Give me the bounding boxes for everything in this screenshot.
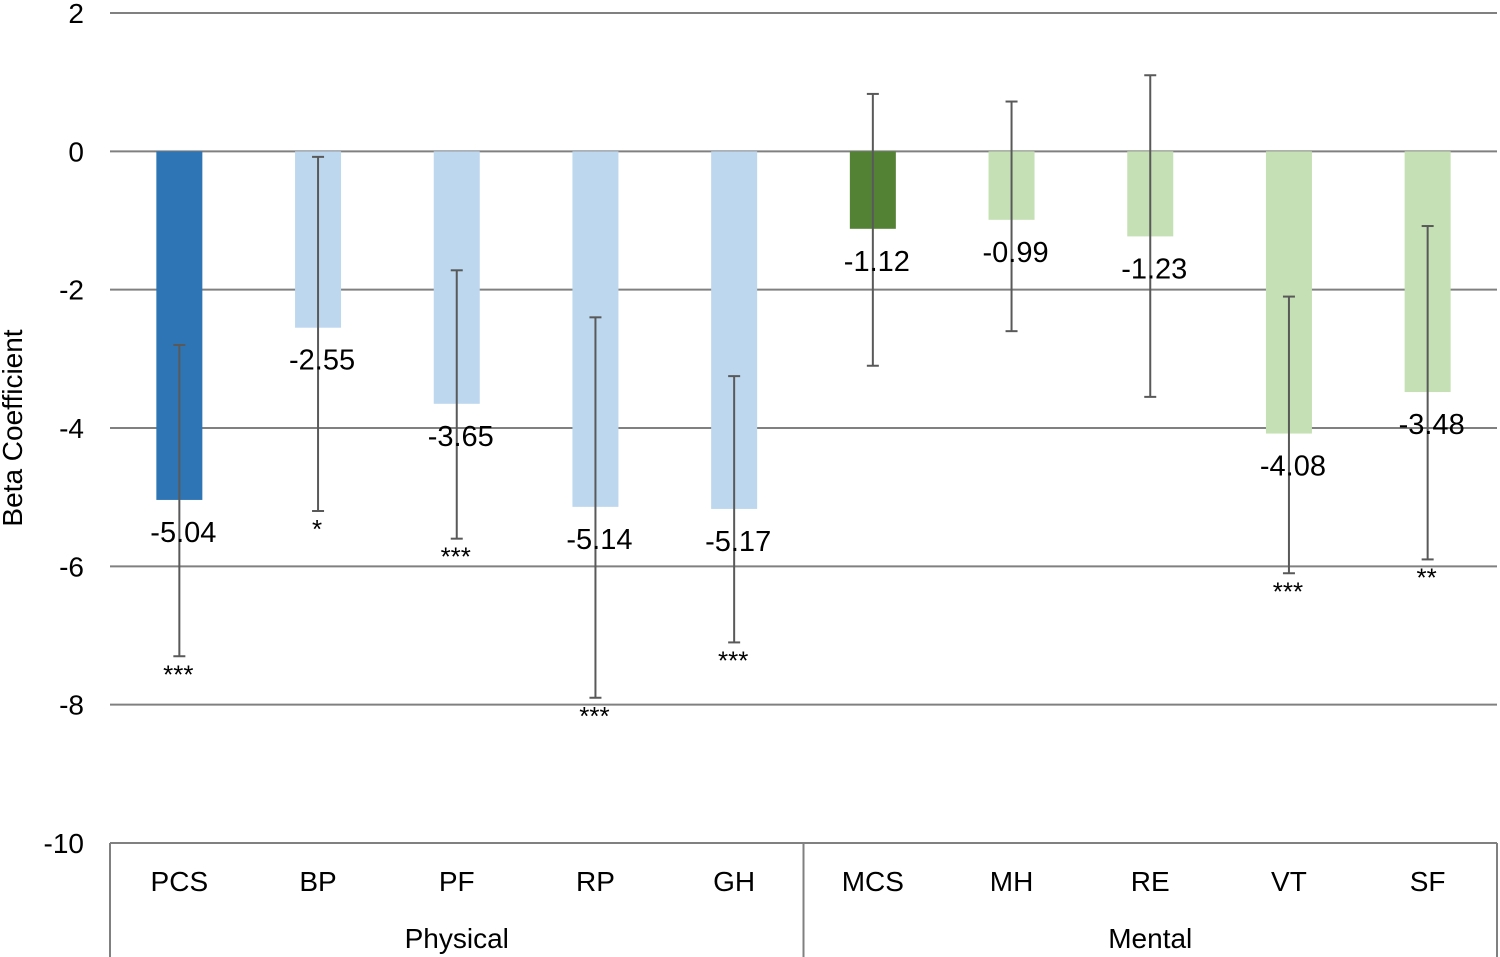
- group-label-mental: Mental: [1108, 923, 1192, 954]
- x-tick-label: BP: [299, 866, 336, 897]
- bars: [156, 151, 1451, 509]
- value-labels: -5.04 -2.55 -3.65 -5.14 -5.17 -1.12 -0.99 -1.23…: [150, 237, 1464, 558]
- y-tick-label: -6: [59, 551, 84, 582]
- y-tick-label: 0: [68, 136, 84, 167]
- value-label-re: -1.23: [1121, 253, 1187, 285]
- y-tick-label: -8: [59, 690, 84, 721]
- x-tick-label: RE: [1131, 866, 1170, 897]
- x-tick-label: MCS: [842, 866, 904, 897]
- value-label-mh: -0.99: [982, 237, 1048, 269]
- x-tick-label: GH: [713, 866, 755, 897]
- y-tick-label: -4: [59, 413, 84, 444]
- value-label-pcs: -5.04: [150, 517, 216, 549]
- x-tick-label: PF: [439, 866, 475, 897]
- y-tick-label: -2: [59, 275, 84, 306]
- significance-sf: **: [1417, 562, 1437, 592]
- significance-bp: *: [312, 514, 322, 544]
- error-bars: [173, 74, 1434, 699]
- x-tick-label: RP: [576, 866, 615, 897]
- x-axis: PCS BP PF RP GH MCS MH RE VT SF Physical Mental: [109, 842, 1498, 957]
- significance-pf: ***: [441, 542, 471, 572]
- significance-rp: ***: [579, 701, 609, 731]
- y-axis-ticks: 2 0 -2 -4 -6 -8 -10: [44, 0, 84, 859]
- x-tick-label: VT: [1271, 866, 1307, 897]
- significance-vt: ***: [1273, 576, 1303, 606]
- value-label-vt: -4.08: [1260, 451, 1326, 483]
- y-axis-title: Beta Coefficient: [0, 329, 28, 526]
- value-label-pf: -3.65: [428, 421, 494, 453]
- value-label-mcs: -1.12: [844, 246, 910, 278]
- significance-pcs: ***: [163, 659, 193, 689]
- value-label-bp: -2.55: [289, 345, 355, 377]
- x-tick-label: PCS: [151, 866, 209, 897]
- value-label-gh: -5.17: [705, 526, 771, 558]
- x-tick-label: SF: [1410, 866, 1446, 897]
- value-label-sf: -3.48: [1399, 409, 1465, 441]
- x-tick-label: MH: [990, 866, 1034, 897]
- y-tick-label: 2: [68, 0, 84, 29]
- significance-gh: ***: [718, 645, 748, 675]
- significance-labels: **************** **: [163, 514, 1437, 731]
- group-label-physical: Physical: [405, 923, 509, 954]
- value-label-rp: -5.14: [566, 524, 632, 556]
- y-tick-label: -10: [44, 828, 84, 859]
- gridlines: [110, 12, 1497, 706]
